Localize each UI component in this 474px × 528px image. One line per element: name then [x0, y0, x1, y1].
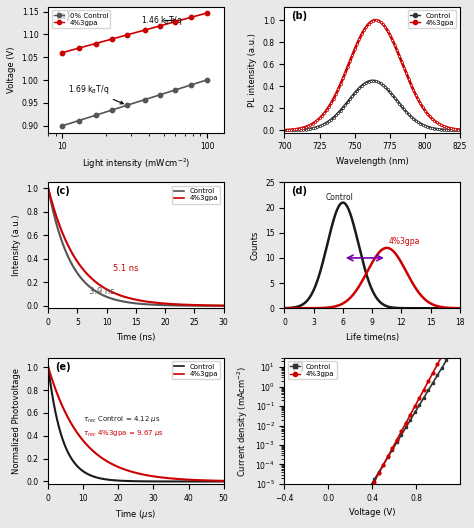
Point [92, 39, 100, 48]
Text: 3.9 ns: 3.9 ns [89, 287, 115, 296]
Point [171, 17, 179, 26]
X-axis label: Time (ns): Time (ns) [116, 333, 155, 342]
Text: (c): (c) [55, 186, 70, 196]
Text: Control: Control [325, 193, 353, 202]
Y-axis label: Voltage (V): Voltage (V) [7, 46, 16, 93]
Legend: Control, 4%3gpa: Control, 4%3gpa [408, 11, 456, 28]
Text: 4%3gpa: 4%3gpa [389, 237, 420, 246]
Point [75, 116, 82, 125]
Legend: 0% Control, 4%3gpa: 0% Control, 4%3gpa [52, 11, 110, 28]
Legend: Control, 4%3gpa: Control, 4%3gpa [172, 362, 220, 379]
Text: (e): (e) [55, 362, 71, 372]
Point [75, 44, 82, 52]
Point [203, 8, 211, 17]
Point [123, 31, 131, 39]
Y-axis label: Normalized Photovoltage: Normalized Photovoltage [12, 368, 21, 474]
Point [58, 121, 66, 130]
X-axis label: Life time(ns): Life time(ns) [346, 333, 399, 342]
Text: (a): (a) [55, 11, 71, 21]
Point [123, 101, 131, 109]
Point [92, 111, 100, 119]
Text: 1.69 k$_B$T/q: 1.69 k$_B$T/q [68, 82, 123, 104]
Point [156, 22, 164, 30]
Text: (b): (b) [292, 11, 308, 21]
Y-axis label: Intensity (a.u.): Intensity (a.u.) [12, 214, 21, 276]
Point [203, 76, 211, 84]
Point [187, 13, 194, 22]
Text: 5.1 ns: 5.1 ns [112, 263, 138, 272]
Point [108, 35, 116, 43]
Point [108, 106, 116, 114]
Text: $\tau_{rec}$ 4%3gpa = 9.67 $\mu$s: $\tau_{rec}$ 4%3gpa = 9.67 $\mu$s [83, 429, 164, 439]
Legend: Control, 4%3gpa: Control, 4%3gpa [288, 362, 337, 379]
Text: $\tau_{rec}$ Control = 4.12 $\mu$s: $\tau_{rec}$ Control = 4.12 $\mu$s [83, 415, 161, 425]
Legend: Control, 4%3gpa: Control, 4%3gpa [172, 186, 220, 203]
X-axis label: Voltage (V): Voltage (V) [349, 508, 395, 517]
Y-axis label: PL intensity (a.u.): PL intensity (a.u.) [248, 33, 257, 107]
Point [141, 96, 148, 104]
Y-axis label: Current density (mAcm$^{-2}$): Current density (mAcm$^{-2}$) [236, 365, 250, 477]
Text: 1.46 k$_B$T/q: 1.46 k$_B$T/q [141, 14, 182, 27]
X-axis label: Wavelength (nm): Wavelength (nm) [336, 157, 409, 166]
Text: (d): (d) [292, 186, 308, 196]
Text: (f): (f) [292, 362, 305, 372]
Point [187, 81, 194, 89]
Point [156, 91, 164, 99]
X-axis label: Light intensity (mWcm$^{-2}$): Light intensity (mWcm$^{-2}$) [82, 157, 190, 172]
Y-axis label: Counts: Counts [251, 231, 260, 260]
Point [58, 49, 66, 57]
X-axis label: Time ($\mu$s): Time ($\mu$s) [116, 508, 156, 521]
Point [141, 26, 148, 34]
Point [171, 86, 179, 95]
